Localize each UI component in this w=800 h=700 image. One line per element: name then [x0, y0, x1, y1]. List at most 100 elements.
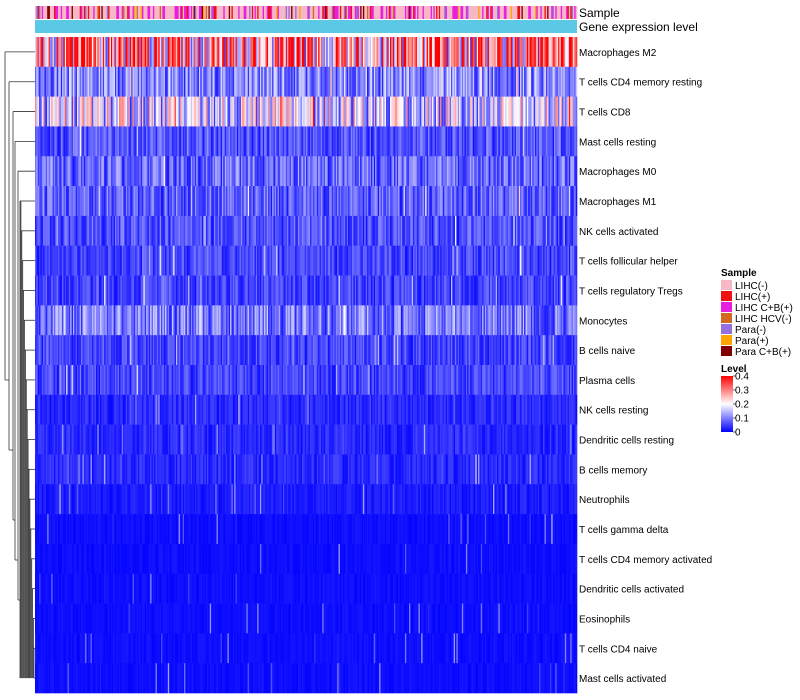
- heatmap-cell: [502, 37, 505, 68]
- heatmap-cell: [463, 335, 465, 366]
- heatmap-cell: [453, 186, 456, 217]
- heatmap-cell: [181, 305, 183, 336]
- heatmap-cell: [530, 126, 533, 157]
- heatmap-cell: [285, 126, 288, 157]
- heatmap-cell: [79, 37, 82, 68]
- heatmap-cell: [467, 156, 469, 187]
- heatmap-cell: [422, 215, 425, 247]
- heatmap-cell: [419, 37, 422, 68]
- heatmap-cell: [572, 305, 575, 336]
- heatmap-cell: [293, 96, 296, 127]
- heatmap-cell: [127, 66, 129, 97]
- heatmap-cell: [414, 275, 417, 306]
- heatmap-row: [35, 245, 578, 276]
- heatmap-cell: [503, 245, 506, 276]
- heatmap-cell: [188, 37, 190, 68]
- heatmap-cell: [366, 245, 369, 276]
- heatmap-cell: [207, 275, 209, 306]
- heatmap-cell: [188, 126, 190, 157]
- heatmap-cell: [463, 156, 465, 187]
- heatmap-cell: [521, 96, 524, 127]
- heatmap-cell: [173, 215, 175, 247]
- sample-annotation-cell: [444, 6, 446, 19]
- heatmap-cell: [48, 245, 51, 276]
- heatmap-cell: [109, 305, 112, 336]
- heatmap-cell: [488, 66, 491, 97]
- heatmap-cell: [90, 156, 93, 187]
- heatmap-cell: [185, 156, 188, 187]
- heatmap-cell: [151, 275, 154, 306]
- heatmap-cell: [516, 96, 518, 127]
- heatmap-cell: [289, 305, 292, 336]
- sample-annotation-cell: [495, 6, 498, 19]
- heatmap-cell: [533, 275, 536, 306]
- heatmap-cell: [257, 275, 259, 306]
- heatmap-cell: [163, 66, 166, 97]
- heatmap-cell: [158, 245, 160, 276]
- heatmap-cell: [486, 335, 488, 366]
- heatmap-cell: [139, 37, 141, 68]
- heatmap-cell: [169, 215, 171, 247]
- heatmap-cell: [467, 245, 469, 276]
- heatmap-cell: [167, 245, 170, 276]
- heatmap-cell: [422, 156, 425, 187]
- heatmap-cell: [558, 186, 560, 217]
- heatmap-cell: [49, 186, 52, 217]
- heatmap-row: [35, 305, 578, 336]
- sample-annotation-cell: [406, 6, 408, 19]
- heatmap-cell: [201, 156, 204, 187]
- heatmap-cell: [488, 186, 491, 217]
- heatmap-cell: [475, 96, 478, 127]
- heatmap-cell: [216, 245, 219, 276]
- heatmap-cell: [276, 96, 278, 127]
- heatmap-cell: [348, 66, 350, 97]
- heatmap-cell: [559, 215, 562, 247]
- heatmap-cell: [339, 335, 342, 366]
- heatmap-cell: [482, 37, 484, 68]
- heatmap-cell: [402, 305, 404, 336]
- heatmap-cell: [444, 245, 446, 276]
- heatmap-cell: [106, 66, 109, 97]
- heatmap-cell: [544, 215, 547, 247]
- heatmap-cell: [329, 96, 331, 127]
- heatmap-cell: [74, 245, 76, 276]
- heatmap-cell: [86, 126, 89, 157]
- heatmap-cell: [273, 215, 276, 247]
- sample-annotation-cell: [205, 6, 208, 19]
- heatmap-cell: [566, 305, 568, 336]
- heatmap-cell: [459, 126, 461, 157]
- heatmap-cell: [106, 215, 109, 247]
- heatmap-cell: [429, 245, 431, 276]
- heatmap-cell: [480, 96, 483, 127]
- heatmap-cell: [353, 37, 356, 68]
- heatmap-cell: [440, 37, 442, 68]
- heatmap-cell: [171, 365, 174, 396]
- sample-annotation-cell: [350, 6, 353, 19]
- heatmap-cell: [117, 305, 120, 336]
- heatmap-cell: [207, 186, 209, 217]
- heatmap-cell: [297, 66, 300, 97]
- heatmap-cell: [95, 37, 98, 68]
- heatmap-cell: [211, 305, 213, 336]
- heatmap-cell: [415, 96, 418, 127]
- heatmap-cell: [224, 305, 227, 336]
- heatmap-cell: [133, 305, 136, 336]
- heatmap-cell: [483, 215, 486, 247]
- heatmap-cell: [505, 215, 507, 247]
- heatmap-cell: [72, 275, 75, 306]
- sample-annotation-cell: [516, 6, 518, 19]
- heatmap-cell: [427, 305, 430, 336]
- heatmap-cell: [209, 37, 212, 68]
- heatmap-cell: [205, 156, 208, 187]
- heatmap-cell: [327, 37, 330, 68]
- heatmap-cell: [293, 275, 296, 306]
- heatmap-cell: [402, 96, 404, 127]
- heatmap-cell: [93, 156, 95, 187]
- heatmap-cell: [398, 186, 400, 217]
- sample-annotation-cell: [407, 6, 410, 19]
- heatmap-cell: [268, 215, 270, 247]
- sample-annotation-cell: [297, 6, 300, 19]
- heatmap-cell: [53, 275, 56, 306]
- heatmap-cell: [127, 335, 129, 366]
- heatmap-cell: [306, 156, 308, 187]
